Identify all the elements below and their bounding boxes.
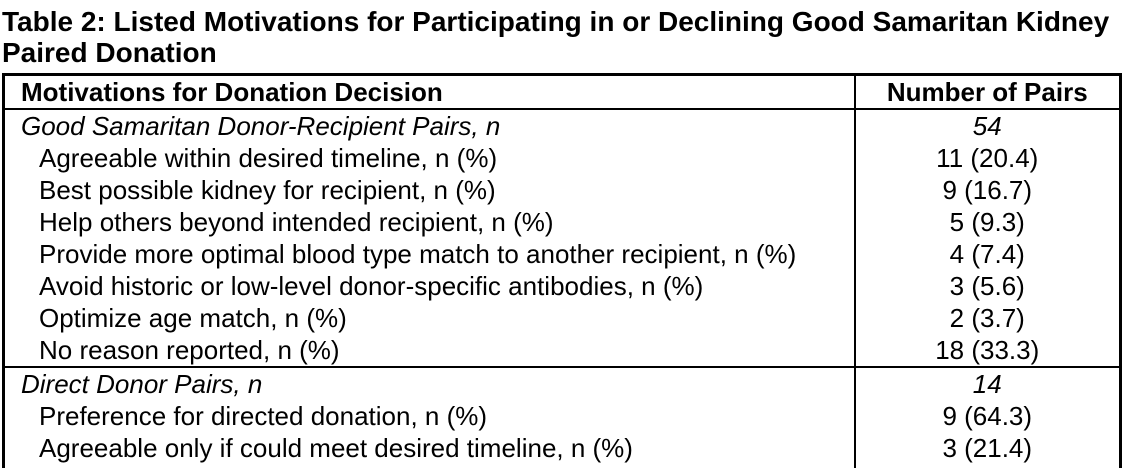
section-label: Direct Donor Pairs, n [3,367,856,400]
table-row: No reason reported, n (%) 18 (33.3) [3,334,1121,367]
row-label: Best possible kidney for recipient, n (%… [3,174,856,206]
motivations-table: Motivations for Donation Decision Number… [2,73,1122,468]
section-header-row: Good Samaritan Donor-Recipient Pairs, n … [3,109,1121,142]
row-label: Agreeable only if could meet desired tim… [3,432,856,464]
row-label: Preference for directed donation, n (%) [3,400,856,432]
row-value: 4 (7.4) [949,239,1025,269]
table-row: No reason reported, n (%) 2 (14.3) [3,464,1121,468]
row-label: Provide more optimal blood type match to… [3,238,856,270]
row-value: 3 (21.4) [942,433,1033,463]
row-value: 3 (5.6) [949,271,1025,301]
row-label: No reason reported, n (%) [3,334,856,367]
table-title: Table 2: Listed Motivations for Particip… [2,6,1110,68]
row-value: 11 (20.4) [936,143,1039,173]
column-header-number-of-pairs: Number of Pairs [886,77,1088,107]
section-direct-donor: Direct Donor Pairs, n 14 Preference for … [3,367,1121,468]
section-value: 14 [972,369,1002,399]
header-row: Motivations for Donation Decision Number… [3,74,1121,109]
row-value: 9 (64.3) [942,401,1033,431]
row-label: No reason reported, n (%) [3,464,856,468]
row-label: Optimize age match, n (%) [3,302,856,334]
row-value: 5 (9.3) [949,207,1025,237]
table-row: Agreeable within desired timeline, n (%)… [3,142,1121,174]
section-value: 54 [972,111,1002,141]
table-row: Provide more optimal blood type match to… [3,238,1121,270]
row-value: 9 (16.7) [942,175,1033,205]
section-header-row: Direct Donor Pairs, n 14 [3,367,1121,400]
table-row: Best possible kidney for recipient, n (%… [3,174,1121,206]
table-row: Optimize age match, n (%) 2 (3.7) [3,302,1121,334]
section-good-samaritan: Good Samaritan Donor-Recipient Pairs, n … [3,109,1121,367]
row-label: Agreeable within desired timeline, n (%) [3,142,856,174]
row-value: 18 (33.3) [935,335,1040,365]
section-label: Good Samaritan Donor-Recipient Pairs, n [3,109,856,142]
table-header: Motivations for Donation Decision Number… [3,74,1121,109]
table-row: Avoid historic or low-level donor-specif… [3,270,1121,302]
column-header-motivations: Motivations for Donation Decision [3,74,856,109]
row-label: Avoid historic or low-level donor-specif… [3,270,856,302]
row-value: 2 (3.7) [949,303,1025,333]
table-row: Preference for directed donation, n (%) … [3,400,1121,432]
table-row: Help others beyond intended recipient, n… [3,206,1121,238]
row-label: Help others beyond intended recipient, n… [3,206,856,238]
row-value: 2 (14.3) [855,464,1121,468]
table-row: Agreeable only if could meet desired tim… [3,432,1121,464]
